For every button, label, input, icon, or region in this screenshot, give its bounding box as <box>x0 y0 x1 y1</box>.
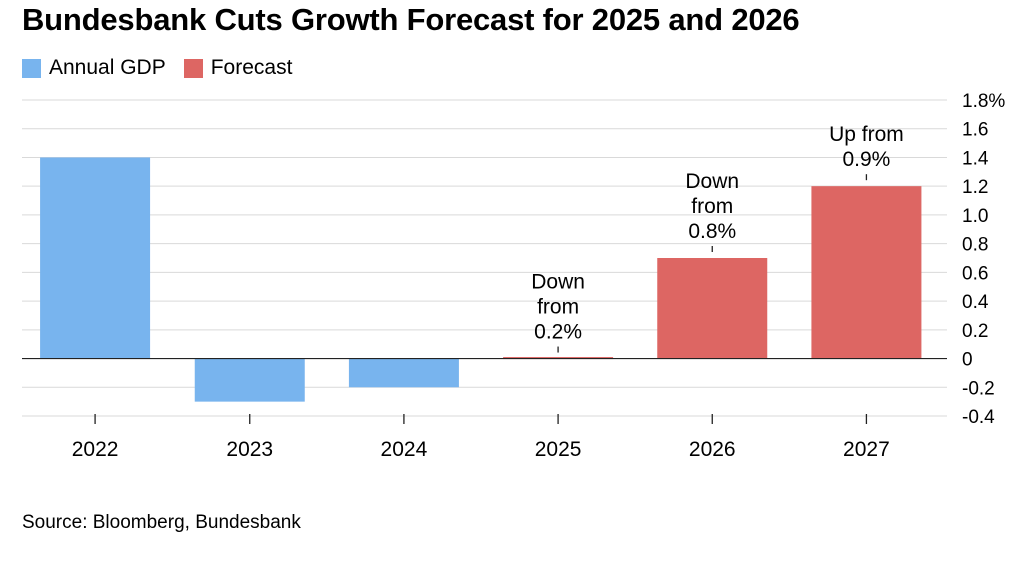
bar-2024 <box>348 358 459 388</box>
y-tick-label: -0.2 <box>962 378 995 399</box>
legend: Annual GDP Forecast <box>22 54 310 82</box>
y-tick-label: 0.4 <box>962 292 989 313</box>
annotation-label: 0.8% <box>688 220 736 243</box>
legend-swatch-annual-gdp <box>22 58 41 78</box>
legend-label-forecast: Forecast <box>210 56 293 79</box>
bar-2026 <box>657 258 768 359</box>
y-tick-label: 0.2 <box>962 321 988 342</box>
bar-chart: 1.8% 1.6 1.4 1.2 1.0 0.8 0.6 0.4 0.2 0 -0.2 -0.4 202… <box>22 91 1005 461</box>
y-tick-label: -0.4 <box>962 407 995 428</box>
legend-item-annual-gdp: Annual GDP <box>22 56 166 80</box>
annotation-label: Down <box>685 170 739 193</box>
x-tick-label: 2027 <box>843 438 890 461</box>
legend-swatch-forecast <box>183 58 203 78</box>
x-tick-label: 2022 <box>72 438 119 461</box>
x-tick-label: 2026 <box>689 438 736 461</box>
x-tick-label: 2024 <box>381 438 428 461</box>
annotation-label: from <box>537 296 579 319</box>
bar-2027 <box>811 186 922 359</box>
y-tick-label: 1.0 <box>962 206 988 227</box>
bar-2022 <box>40 157 151 359</box>
x-tick-label: 2025 <box>535 438 582 461</box>
y-tick-label: 0.8 <box>962 235 988 256</box>
legend-label-annual-gdp: Annual GDP <box>49 56 166 79</box>
annotation-label: from <box>691 195 733 218</box>
y-tick-label: 0 <box>962 350 973 371</box>
bar-2023 <box>194 358 305 402</box>
y-tick-label: 1.8% <box>962 91 1005 112</box>
annotation-label: Up from <box>829 123 904 146</box>
annotation-label: 0.9% <box>842 148 890 171</box>
x-tick-label: 2023 <box>226 438 273 461</box>
annotation-label: Down <box>531 271 585 294</box>
legend-item-forecast: Forecast <box>183 56 293 80</box>
annotation-label: 0.2% <box>534 321 582 344</box>
chart-title: Bundesbank Cuts Growth Forecast for 2025… <box>22 2 800 37</box>
y-tick-label: 1.6 <box>962 120 988 141</box>
source-note: Source: Bloomberg, Bundesbank <box>22 512 301 533</box>
y-tick-label: 1.2 <box>962 177 988 198</box>
y-tick-label: 1.4 <box>962 148 989 169</box>
y-tick-label: 0.6 <box>962 263 988 284</box>
